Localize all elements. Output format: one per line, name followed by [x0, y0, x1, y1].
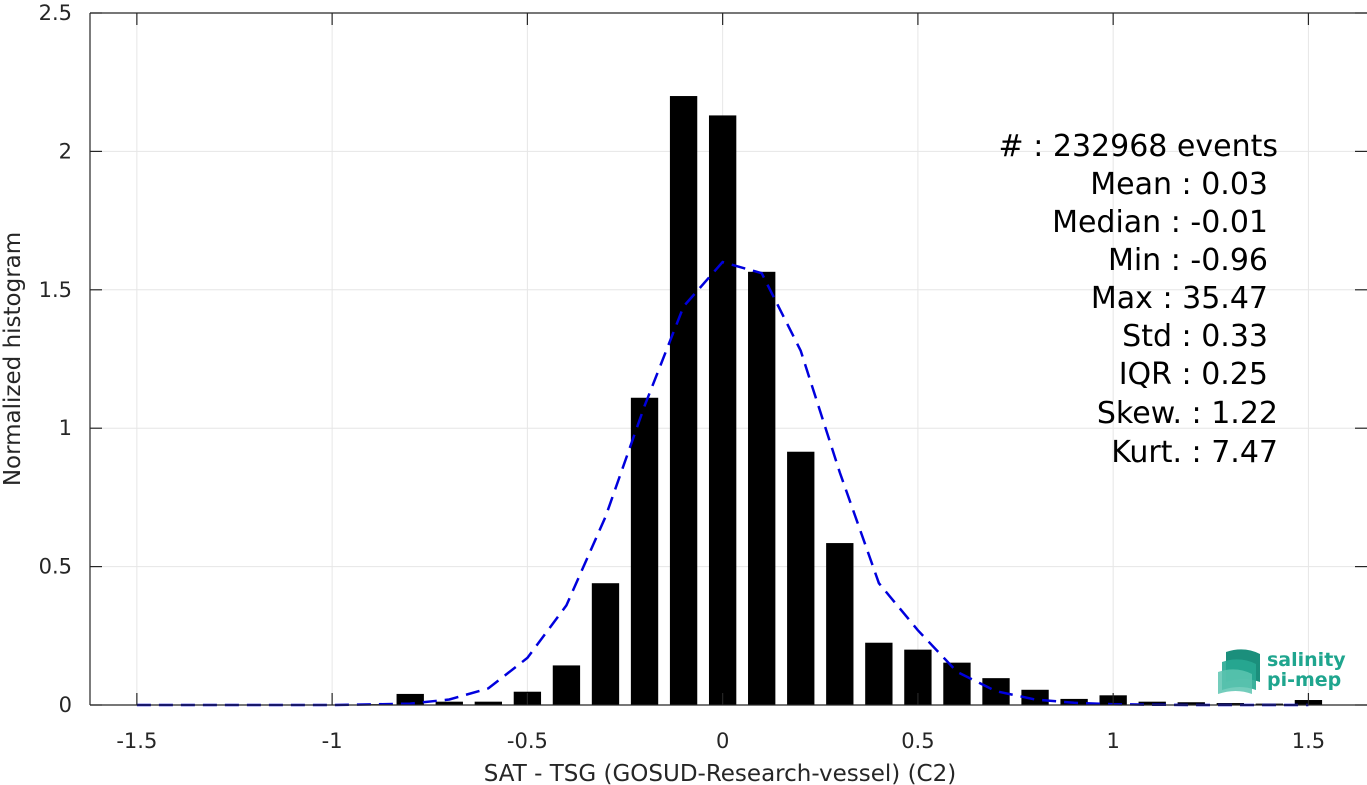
histogram-bar [1177, 702, 1205, 705]
stat-median: Median : -0.01 [1052, 205, 1268, 240]
stat-max: Max : 35.47 [1091, 281, 1268, 316]
axes [89, 12, 1367, 706]
stat-kurt: Kurt. : 7.47 [1111, 435, 1278, 470]
histogram-bar [630, 397, 659, 705]
histogram-bar [396, 693, 424, 705]
histogram-bar [1138, 701, 1166, 705]
y-tick-label: 0 [59, 693, 72, 717]
y-axis-label: Normalized histogram [0, 232, 26, 486]
histogram-bar [748, 271, 776, 705]
x-tick-label: 0 [716, 729, 729, 753]
stat-events: # : 232968 events [999, 129, 1278, 164]
histogram-bar [787, 451, 815, 705]
x-axis-ticks: -1.5 -1 -0.5 0 0.5 1 1.5 [116, 13, 1325, 753]
x-tick-label: -1.5 [116, 729, 157, 753]
histogram-bar [435, 701, 463, 705]
stat-min: Min : -0.96 [1108, 243, 1268, 278]
histogram-bar [708, 115, 737, 705]
statistics-annotations: # : 232968 events Mean : 0.03 Median : -… [999, 129, 1278, 470]
histogram-bars [357, 96, 1323, 706]
x-tick-label: 0.5 [901, 729, 934, 753]
histogram-bar [865, 642, 893, 705]
histogram-bar [826, 543, 854, 705]
logo-line1: salinity [1267, 649, 1346, 671]
x-axis-label: SAT - TSG (GOSUD-Research-vessel) (C2) [484, 761, 956, 785]
y-tick-label: 0.5 [39, 555, 72, 579]
logo-line2: pi-mep [1267, 669, 1341, 691]
histogram-bar [669, 96, 698, 706]
x-tick-label: 1 [1106, 729, 1119, 753]
histogram-bar [1021, 689, 1049, 705]
histogram-bar [943, 662, 971, 705]
x-tick-label: -1 [322, 729, 343, 753]
histogram-bar [552, 665, 581, 705]
stat-skew: Skew. : 1.22 [1097, 396, 1278, 431]
y-tick-label: 2 [59, 139, 72, 163]
stat-iqr: IQR : 0.25 [1119, 357, 1268, 392]
histogram-bar [591, 583, 620, 705]
wave-layers-icon [1218, 649, 1260, 694]
histogram-bar [982, 678, 1010, 705]
y-axis-ticks: 0 0.5 1 1.5 2 2.5 [39, 1, 1367, 717]
y-tick-label: 2.5 [39, 1, 72, 25]
y-tick-label: 1 [59, 416, 72, 440]
salinity-pi-mep-logo: salinity pi-mep [1218, 649, 1346, 694]
y-tick-label: 1.5 [39, 278, 72, 302]
x-tick-label: 1.5 [1292, 729, 1325, 753]
stat-mean: Mean : 0.03 [1090, 167, 1268, 202]
stat-std: Std : 0.33 [1122, 319, 1268, 354]
x-tick-label: -0.5 [507, 729, 548, 753]
histogram-bar [474, 701, 502, 705]
